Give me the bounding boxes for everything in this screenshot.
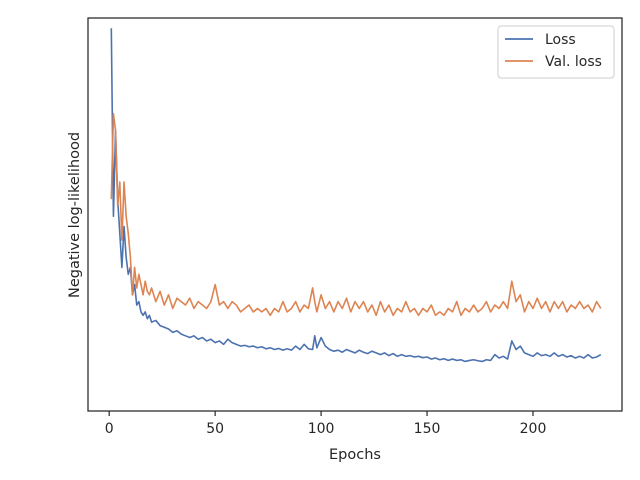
plot-frame [87, 17, 623, 412]
x-axis-label: Epochs [329, 447, 381, 463]
x-tick-label: 50 [206, 421, 224, 437]
series-line-val-loss [110, 112, 602, 317]
legend: Loss Val. loss [497, 25, 615, 79]
y-axis-label: Negative log-likelihood [67, 132, 83, 298]
x-tick-label: 0 [105, 421, 114, 437]
legend-label-loss: Loss [545, 32, 576, 48]
x-axis: 0 50 100 150 200 [105, 411, 547, 437]
legend-label-val-loss: Val. loss [545, 54, 602, 70]
x-tick-label: 100 [308, 421, 335, 437]
x-tick-label: 200 [520, 421, 547, 437]
series-line-loss [110, 28, 602, 363]
series-layer [110, 28, 602, 363]
x-tick-label: 150 [414, 421, 441, 437]
